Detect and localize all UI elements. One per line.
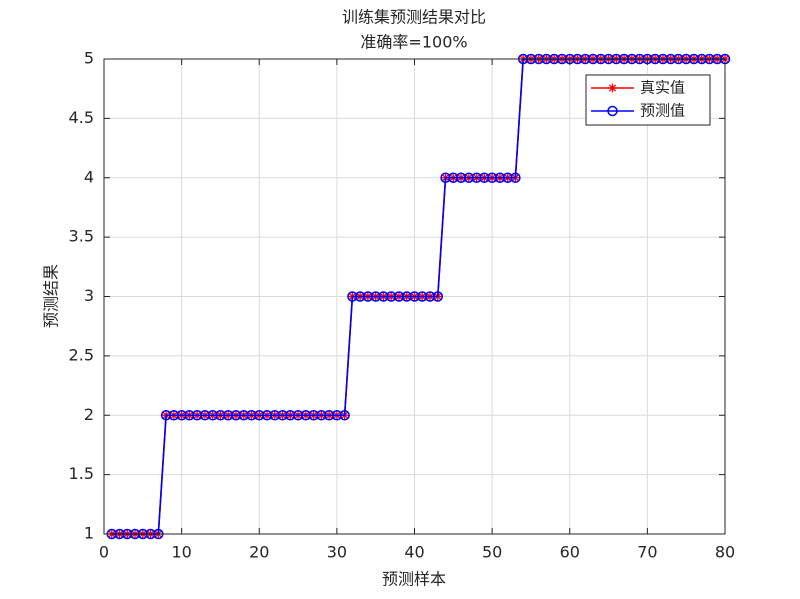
marker-circle: [502, 172, 513, 183]
marker-circle: [362, 291, 374, 302]
marker-circle: [378, 291, 389, 302]
x-tick-label: 50: [482, 543, 502, 562]
marker-circle: [339, 410, 350, 421]
x-tick-label: 70: [637, 543, 657, 562]
y-tick-label: 1: [84, 524, 94, 543]
marker-circle: [370, 291, 381, 302]
marker-circle: [323, 410, 335, 421]
marker-circle: [176, 410, 187, 421]
marker-circle: [238, 410, 249, 421]
chart-title: 训练集预测结果对比: [342, 8, 486, 27]
y-tick-label: 5: [84, 49, 94, 68]
chart-subtitle: 准确率=100%: [360, 33, 467, 52]
y-tick-label: 2: [84, 405, 94, 424]
x-tick-label: 60: [560, 543, 580, 562]
marker-circle: [347, 291, 358, 302]
marker-circle: [385, 291, 397, 302]
marker-asterisk: [608, 83, 617, 93]
x-tick-label: 30: [327, 543, 347, 562]
y-tick-label: 2.5: [69, 345, 94, 364]
x-axis-label: 预测样本: [382, 570, 446, 589]
marker-circle: [269, 410, 281, 421]
marker-circle: [308, 410, 319, 421]
y-axis-label: 预测结果: [42, 264, 61, 328]
legend-box: [585, 74, 711, 126]
x-tick-label: 0: [99, 543, 109, 562]
marker-circle: [401, 291, 412, 302]
legend-label: 真实值: [640, 79, 685, 97]
marker-circle: [432, 291, 444, 302]
y-tick-label: 4: [84, 167, 94, 186]
marker-circle: [331, 410, 343, 421]
y-tick-label: 4.5: [69, 108, 94, 127]
marker-circle: [448, 172, 459, 183]
marker-circle: [316, 410, 327, 421]
x-tick-label: 10: [171, 543, 191, 562]
marker-circle: [292, 410, 304, 421]
marker-circle: [393, 291, 405, 302]
marker-circle: [184, 410, 195, 421]
marker-circle: [471, 172, 482, 183]
marker-circle: [222, 410, 234, 421]
marker-circle: [607, 105, 618, 117]
marker-circle: [440, 172, 451, 183]
marker-circle: [246, 410, 257, 421]
marker-circle: [510, 172, 521, 183]
marker-circle: [300, 410, 312, 421]
marker-circle: [215, 410, 226, 421]
marker-circle: [199, 410, 211, 421]
marker-circle: [230, 410, 242, 421]
marker-circle: [463, 172, 475, 183]
x-tick-label: 40: [404, 543, 424, 562]
marker-circle: [494, 172, 506, 183]
marker-circle: [409, 291, 420, 302]
marker-circle: [160, 410, 172, 421]
y-tick-label: 1.5: [69, 464, 94, 483]
marker-circle: [417, 291, 428, 302]
x-tick-label: 20: [249, 543, 269, 562]
marker-circle: [207, 410, 218, 421]
y-tick-label: 3: [84, 286, 94, 305]
y-tick-label: 3.5: [69, 227, 94, 246]
marker-circle: [354, 291, 366, 302]
marker-circle: [479, 172, 490, 183]
ticks: 0 10 20 30 40 50 60 70 80 1 1.5 2 2.5 3 3.5 4 4.5 5: [69, 49, 736, 562]
marker-circle: [285, 410, 296, 421]
marker-circle: [191, 410, 203, 421]
marker-circle: [261, 410, 273, 421]
x-tick-label: 80: [715, 543, 735, 562]
marker-circle: [277, 410, 288, 421]
marker-circle: [168, 410, 180, 421]
marker-circle: [424, 291, 436, 302]
marker-circle: [486, 172, 498, 183]
marker-circle: [455, 172, 467, 183]
legend-label: 预测值: [640, 102, 685, 120]
marker-circle: [254, 410, 265, 421]
